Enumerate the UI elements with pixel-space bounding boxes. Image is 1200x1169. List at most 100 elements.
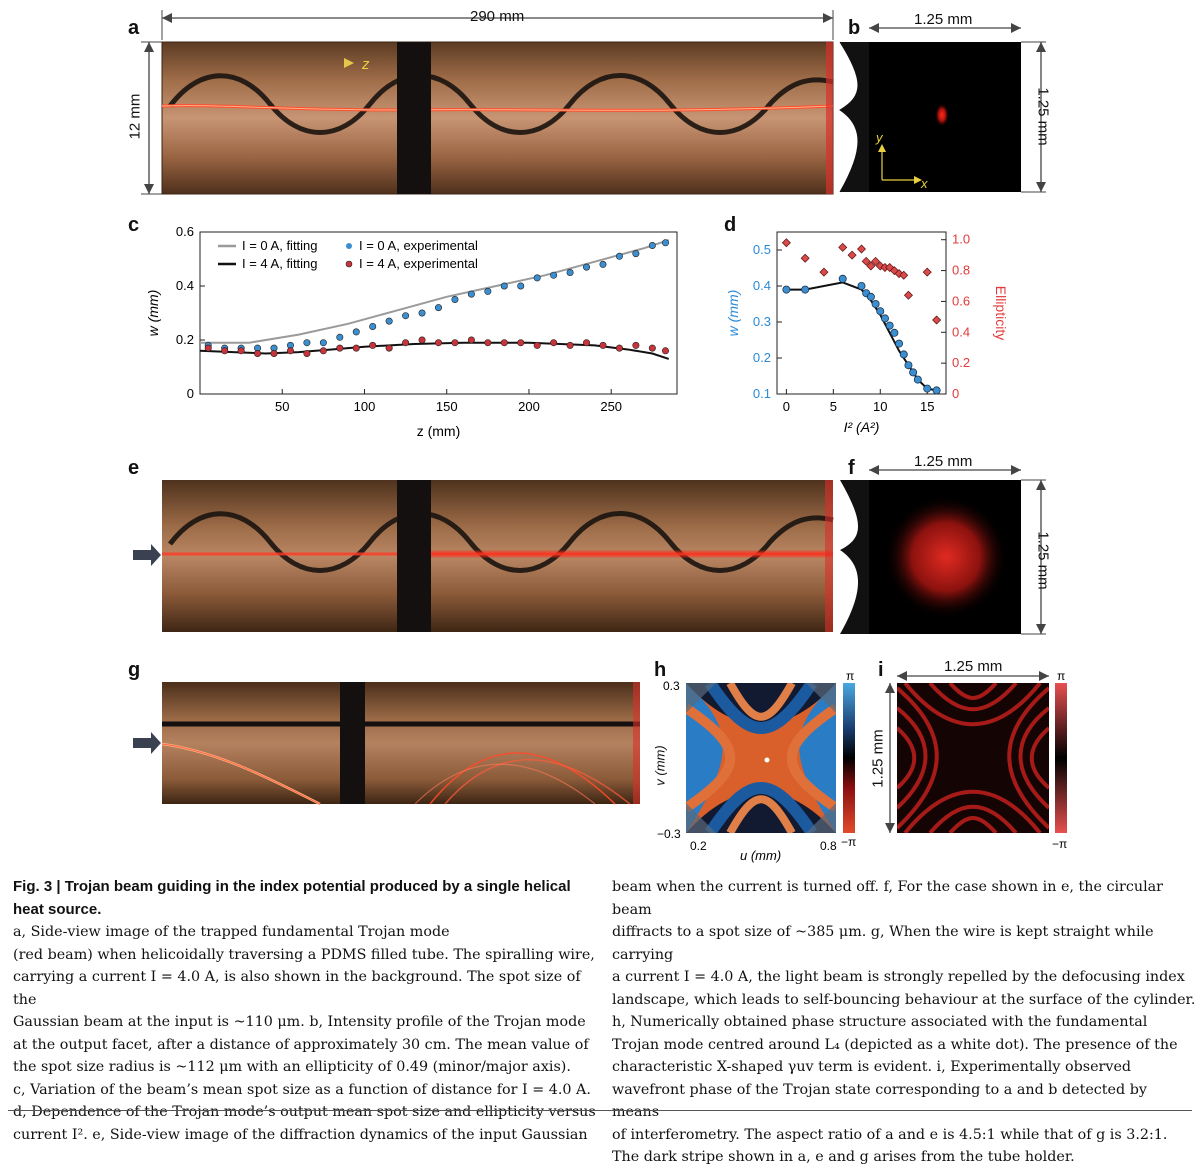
chart-c-legend-marker: [345, 260, 353, 268]
chart-c: 0 0.2 0.4 0.6 50 100 150 200 250 z (mm) w (mm) I = …: [145, 224, 678, 439]
panel-h-figure: 0.3 −0.3 0.2 0.8 u (mm) π −π: [657, 669, 856, 863]
panel-f-width-label: 1.25 mm: [914, 453, 973, 470]
chart-d-point: [913, 375, 922, 384]
chart-d-diamond: [866, 261, 876, 271]
chart-c-point: [661, 239, 669, 247]
caption-line: landscape, which leads to self-bouncing …: [612, 991, 1196, 1008]
chart-d-point: [904, 361, 913, 370]
panel-label-b: b: [848, 17, 861, 39]
chart-d-xtick-label: 15: [920, 399, 934, 414]
chart-d-point: [838, 274, 847, 283]
chart-d-ytick-right-label: 0.8: [952, 263, 970, 278]
chart-c-ylabel: w (mm): [145, 290, 161, 337]
chart-c-point: [648, 241, 656, 249]
caption-line: Trojan mode centred around L₄ (depicted …: [612, 1036, 1178, 1053]
chart-c-point: [204, 344, 212, 352]
chart-d-frame: [776, 231, 947, 395]
chart-c-point: [286, 347, 294, 355]
chart-c-point: [402, 312, 410, 320]
chart-c-point: [451, 296, 459, 304]
caption-line: wavefront phase of the Trojan state corr…: [612, 1081, 1147, 1121]
panel-h-cbar-bottom: −π: [841, 835, 856, 849]
panel-label-g: g: [128, 659, 141, 681]
chart-c-point: [517, 339, 525, 347]
panel-a-height-label: 12 mm: [126, 93, 144, 140]
chart-c-legend-marker: [346, 243, 352, 249]
chart-d-diamond: [857, 244, 866, 254]
chart-c-point: [418, 336, 426, 344]
chart-d-diamond: [800, 253, 810, 263]
chart-c-point: [434, 304, 442, 312]
bottom-rule: [8, 1110, 1192, 1111]
chart-c-point: [385, 317, 393, 325]
chart-d-point: [923, 384, 932, 393]
chart-d-xtick-label: 10: [873, 399, 887, 414]
chart-d-ytick-label: 0.2: [753, 350, 771, 365]
chart-d-point: [899, 350, 908, 359]
chart-c-point: [319, 347, 327, 355]
caption-line: carrying a current I = 4.0 A, is also sh…: [13, 969, 581, 1008]
caption-line: (red beam) when helicoidally traversing …: [13, 946, 595, 963]
chart-d-point: [801, 285, 810, 294]
panel-i-width-label: 1.25 mm: [944, 658, 1003, 675]
panel-h-ytick-bottom: −0.3: [657, 827, 681, 841]
chart-c-xtick-label: 150: [436, 399, 458, 414]
chart-d-point: [876, 307, 885, 316]
chart-d-point: [857, 282, 866, 291]
chart-c-point: [352, 328, 360, 336]
chart-d-diamond: [861, 256, 871, 266]
chart-c-point: [467, 290, 475, 298]
chart-c-point: [451, 339, 459, 347]
chart-d-ytick-label: 0.4: [753, 278, 771, 293]
chart-c-point: [615, 344, 623, 352]
panel-b-figure: x y: [839, 23, 1046, 193]
caption-line: current I². e, Side-view image of the di…: [13, 1126, 588, 1143]
chart-c-point: [369, 323, 377, 331]
chart-c-point: [599, 341, 607, 349]
chart-d-ytick-right-label: 0: [952, 386, 959, 401]
chart-c-point: [418, 309, 426, 317]
panel-h-xtick-right: 0.8: [820, 839, 837, 853]
chart-d-ylabel: w (mm): [725, 290, 741, 337]
chart-c-point: [369, 341, 377, 349]
caption-line: diffracts to a spot size of ~385 μm. g, …: [612, 924, 1154, 963]
chart-c-point: [500, 282, 508, 290]
chart-d-ytick-right-label: 0.4: [952, 324, 970, 339]
chart-c-point: [550, 339, 558, 347]
panel-label-i: i: [878, 659, 884, 681]
chart-d-xtick-label: 5: [830, 399, 837, 414]
caption-line: of interferometry. The aspect ratio of a…: [612, 1126, 1168, 1143]
panel-h-cbar-top: π: [846, 669, 854, 683]
panel-label-h: h: [654, 659, 667, 681]
caption-line: Gaussian beam at the input is ~110 μm. b…: [13, 1014, 586, 1030]
panel-b-y-label: y: [875, 130, 884, 145]
panel-i-height-label: 1.25 mm: [869, 729, 887, 788]
panel-h-ylabel: v (mm): [652, 745, 668, 786]
chart-c-point: [385, 344, 393, 352]
chart-d-diamond: [899, 270, 909, 280]
panel-h-ytick-top: 0.3: [663, 679, 680, 693]
chart-c-ytick-label: 0.4: [176, 278, 194, 293]
chart-c-point: [583, 339, 591, 347]
chart-c-point: [484, 287, 492, 295]
chart-d-diamond: [922, 267, 932, 277]
chart-c-point: [566, 268, 574, 276]
chart-c-point: [303, 350, 311, 358]
chart-c-point: [648, 344, 656, 352]
chart-c-point: [336, 344, 344, 352]
chart-c-legend-2: I = 0 A, experimental: [359, 238, 478, 253]
chart-c-point: [632, 250, 640, 258]
panel-b-width-label: 1.25 mm: [914, 11, 973, 28]
chart-d-point: [866, 292, 875, 301]
caption-line: c, Variation of the beam’s mean spot siz…: [13, 1081, 591, 1098]
panel-a-figure: z: [141, 10, 834, 195]
chart-c-xtick-label: 100: [354, 399, 376, 414]
chart-d-ytick-right-label: 0.2: [952, 355, 970, 370]
chart-c-point: [402, 339, 410, 347]
chart-d-diamond: [847, 250, 857, 260]
chart-d-diamond: [932, 315, 942, 325]
chart-c-point: [615, 252, 623, 260]
chart-c-point: [566, 341, 574, 349]
chart-c-point: [517, 282, 525, 290]
caption-line: a current I = 4.0 A, the light beam is s…: [612, 969, 1185, 985]
